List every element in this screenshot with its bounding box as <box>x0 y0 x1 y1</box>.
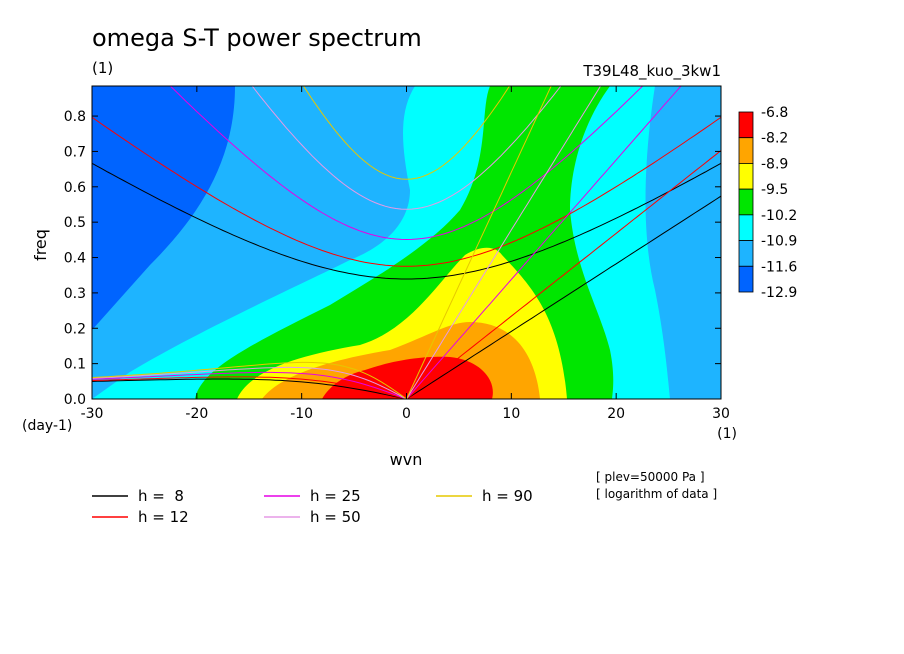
legend-label-h90: h = 90 <box>482 487 533 505</box>
y-tick-label: 0.3 <box>64 286 86 302</box>
y-tick-label: 0.0 <box>64 392 86 408</box>
dispersion-curve-h12 <box>92 376 407 399</box>
dispersion-curve-h25 <box>406 86 682 399</box>
dispersion-curve-h25 <box>169 86 644 241</box>
y-axis-label: freq <box>31 229 50 261</box>
x-tick-label: -20 <box>185 406 208 422</box>
colorbar-label: -10.9 <box>761 234 797 250</box>
chart-subtitle-right: T39L48_kuo_3kw1 <box>582 62 721 81</box>
dispersion-curve-h12 <box>406 150 721 399</box>
dispersion-curve-h25 <box>92 371 407 399</box>
colorbar-swatch <box>738 137 754 164</box>
y-tick-label: 0.8 <box>64 109 86 125</box>
x-axis-unit: (1) <box>717 426 737 442</box>
colorbar-swatch <box>738 188 754 216</box>
x-axis-label: wvn <box>390 450 423 469</box>
chart-title: omega S-T power spectrum <box>92 24 422 52</box>
dispersion-curve-h50 <box>92 366 407 399</box>
colorbar-label: -8.9 <box>761 156 788 172</box>
y-tick-label: 0.1 <box>64 357 86 373</box>
dispersion-curve-h8 <box>92 378 407 399</box>
colorbar-label: -6.8 <box>761 105 788 121</box>
colorbar-label: -9.5 <box>761 182 788 198</box>
legend-label-h50: h = 50 <box>310 508 361 526</box>
legend: h = 8 h = 12 h = 25 h = 50 h = 90 <box>92 487 533 526</box>
dispersion-curve-h50 <box>251 86 562 210</box>
legend-label-h12: h = 12 <box>138 508 189 526</box>
legend-label-h25: h = 25 <box>310 487 361 505</box>
y-tick-label: 0.5 <box>64 215 86 231</box>
x-tick-label: 0 <box>402 406 411 422</box>
note-log: [ logarithm of data ] <box>596 487 717 501</box>
dispersion-curve-h90 <box>406 86 552 399</box>
x-axis: -30 -20 -10 0 10 20 30 <box>81 86 730 422</box>
x-tick-label: 30 <box>712 406 730 422</box>
y-tick-label: 0.7 <box>64 144 86 160</box>
y-axis-unit: (day-1) <box>22 418 72 434</box>
dispersion-curve-h90 <box>92 361 407 399</box>
y-axis: 0.0 0.1 0.2 0.3 0.4 0.5 0.6 0.7 0.8 <box>64 109 721 408</box>
colorbar-label: -11.6 <box>761 259 797 275</box>
dispersion-curve-h50 <box>406 86 602 399</box>
colorbar-swatch <box>738 240 754 267</box>
dispersion-curve-h90 <box>302 86 511 180</box>
colorbar-label: -8.2 <box>761 131 788 147</box>
y-tick-label: 0.6 <box>64 180 86 196</box>
legend-label-h8: h = 8 <box>138 487 184 505</box>
colorbar-label: -12.9 <box>761 285 797 301</box>
y-tick-label: 0.4 <box>64 251 86 267</box>
colorbar-swatch <box>738 214 754 241</box>
chart-subtitle-left: (1) <box>92 59 113 77</box>
dispersion-curve-h8 <box>406 195 721 399</box>
colorbar-swatch <box>738 111 754 139</box>
colorbar-label: -10.2 <box>761 208 797 224</box>
note-plev: [ plev=50000 Pa ] <box>596 470 705 484</box>
dispersion-curve-h8 <box>92 162 721 280</box>
contour-field <box>92 86 721 399</box>
colorbar-swatch <box>738 163 754 190</box>
dispersion-curve-h12 <box>92 116 721 267</box>
colorbar: -6.8 -8.2 -8.9 -9.5 -10.2 -10.9 -11.6 -12.9 <box>738 105 797 301</box>
colorbar-swatch <box>738 265 754 293</box>
x-tick-label: 10 <box>502 406 520 422</box>
x-tick-label: -10 <box>290 406 313 422</box>
x-tick-label: 20 <box>607 406 625 422</box>
dispersion-curves <box>92 86 721 399</box>
y-tick-label: 0.2 <box>64 321 86 337</box>
x-tick-label: -30 <box>81 406 104 422</box>
